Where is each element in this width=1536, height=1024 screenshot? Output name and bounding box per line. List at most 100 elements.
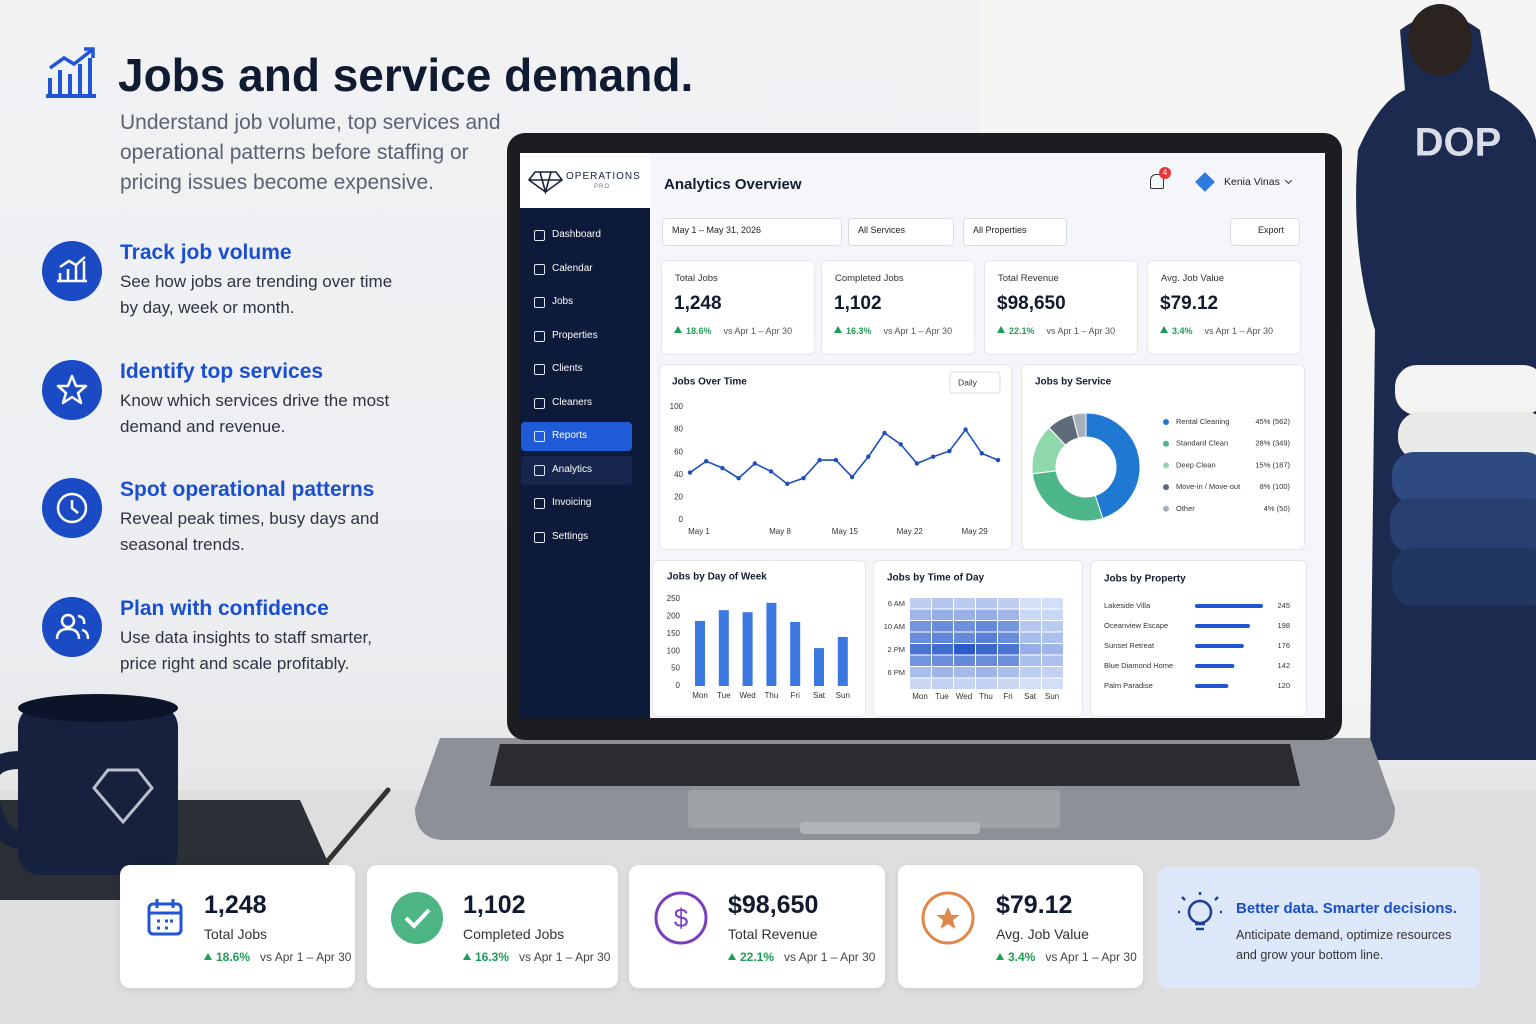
dashboard-title: Analytics Overview <box>664 176 802 193</box>
property-filter-box[interactable] <box>963 218 1067 246</box>
icon <box>921 891 975 945</box>
nav-item[interactable]: Cleaners <box>552 396 593 408</box>
kpi-label: Total Revenue <box>998 273 1059 284</box>
summary-label: Avg. Job Value <box>996 926 1089 942</box>
nav-icon <box>534 263 545 275</box>
service-filter-box[interactable] <box>848 218 954 246</box>
nav-item[interactable]: Properties <box>552 329 598 341</box>
feature-text: Know which services drive the most deman… <box>120 390 390 436</box>
kpi-value: $79.12 <box>1160 293 1219 314</box>
icon-part <box>57 261 87 283</box>
nav-item[interactable]: Jobs <box>552 296 574 307</box>
nav-item[interactable]: Clients <box>552 363 583 374</box>
kpi-card <box>984 260 1138 355</box>
icon-part <box>56 492 88 524</box>
tip-title: Better data. Smarter decisions. <box>1236 900 1457 917</box>
brand-sub: PRO <box>594 184 611 190</box>
summary-value: $79.12 <box>996 891 1073 919</box>
nav-item[interactable]: Reports <box>552 430 588 441</box>
kpi-card <box>661 260 815 355</box>
up-arrow <box>997 326 1005 333</box>
up-arrow <box>1160 326 1168 333</box>
change-value: 3.4% <box>1008 950 1036 964</box>
person-hair <box>1408 4 1472 76</box>
nav-icon <box>534 498 545 509</box>
summary-icon: $ <box>651 888 711 948</box>
compare-text: vs Apr 1 – Apr 30 <box>260 950 352 964</box>
icon-part <box>149 899 181 915</box>
service-filter[interactable]: All Services <box>858 225 906 235</box>
feature-title: Track job volume <box>120 241 292 264</box>
nav-item[interactable]: Settings <box>552 530 589 542</box>
icon-part <box>55 627 81 639</box>
feature-title: Identify top services <box>120 359 324 383</box>
nav-item[interactable]: Dashboard <box>552 229 601 240</box>
icon-part <box>391 892 443 944</box>
bell-icon <box>1150 174 1164 189</box>
icon-part <box>391 892 443 944</box>
brand: OPERATIONS <box>566 171 641 182</box>
compare-text: vs Apr 1 – Apr 30 <box>519 950 611 964</box>
icon: $ <box>654 891 708 945</box>
chart-panel <box>1090 560 1307 717</box>
property-filter[interactable]: All Properties <box>973 225 1027 235</box>
chart-panel <box>659 364 1012 550</box>
feature-title: Spot operational patterns <box>120 478 375 501</box>
nav-icon <box>534 330 545 342</box>
towel <box>1392 452 1536 504</box>
up-arrow <box>674 326 682 333</box>
shirt-text: DOP <box>1415 121 1502 165</box>
kpi-change: 18.6% vs Apr 1 – Apr 30 <box>674 326 792 336</box>
brand-logo <box>527 171 564 196</box>
kpi-label: Completed Jobs <box>835 273 904 284</box>
icon-part <box>921 891 975 945</box>
compare-text: vs Apr 1 – Apr 30 <box>1204 326 1274 336</box>
nav-item[interactable]: Calendar <box>552 262 593 274</box>
compare-text: vs Apr 1 – Apr 30 <box>723 326 793 336</box>
summary-label: Total Revenue <box>728 926 818 942</box>
user-chevron <box>1284 176 1293 185</box>
icon-part <box>56 374 88 404</box>
mug-handle <box>0 751 32 850</box>
compare-text: vs Apr 1 – Apr 30 <box>1046 326 1116 336</box>
towel <box>1390 498 1536 553</box>
icon-part <box>55 613 90 639</box>
icon-part <box>1178 892 1222 931</box>
summary-change: 3.4% vs Apr 1 – Apr 30 <box>996 950 1137 964</box>
export-button-box[interactable] <box>1230 218 1300 246</box>
trackpad <box>688 790 1060 828</box>
nav-item[interactable]: Analytics <box>552 463 593 475</box>
icon-part <box>57 256 87 283</box>
notification-badge: 4 <box>1159 167 1171 179</box>
change-value: 18.6% <box>216 950 251 964</box>
date-filter[interactable]: May 1 – May 31, 2026 <box>672 225 762 235</box>
change-value: 18.6% <box>686 326 712 336</box>
date-filter-box[interactable] <box>662 218 842 246</box>
change-value: 16.3% <box>846 326 872 336</box>
icon-part <box>59 256 86 269</box>
icon <box>57 256 87 283</box>
chart-panel <box>652 560 866 717</box>
summary-change: 18.6% vs Apr 1 – Apr 30 <box>204 950 351 964</box>
nav-hover-bg <box>521 455 632 485</box>
icon-part <box>404 908 431 929</box>
nav-item[interactable]: Invoicing <box>552 497 592 508</box>
keyboard <box>490 744 1300 786</box>
user-name[interactable]: Kenia Vinas <box>1224 176 1280 188</box>
summary-icon <box>135 888 195 948</box>
up-arrow <box>463 953 471 960</box>
kpi-label: Total Jobs <box>675 273 718 284</box>
kpi-card <box>821 260 975 355</box>
export-button[interactable]: Export <box>1258 225 1285 235</box>
tip-card <box>1158 867 1480 988</box>
kpi-value: 1,248 <box>674 293 722 314</box>
summary-icon <box>387 888 447 948</box>
feature-icon <box>42 359 102 420</box>
mug-top <box>18 694 178 722</box>
towel <box>1398 412 1536 460</box>
kpi-label: Avg. Job Value <box>1161 273 1225 284</box>
feature-icon <box>42 241 102 301</box>
feature-text: See how jobs are trending over time by d… <box>120 272 393 317</box>
icon-part <box>157 919 173 930</box>
up-arrow <box>204 953 212 960</box>
